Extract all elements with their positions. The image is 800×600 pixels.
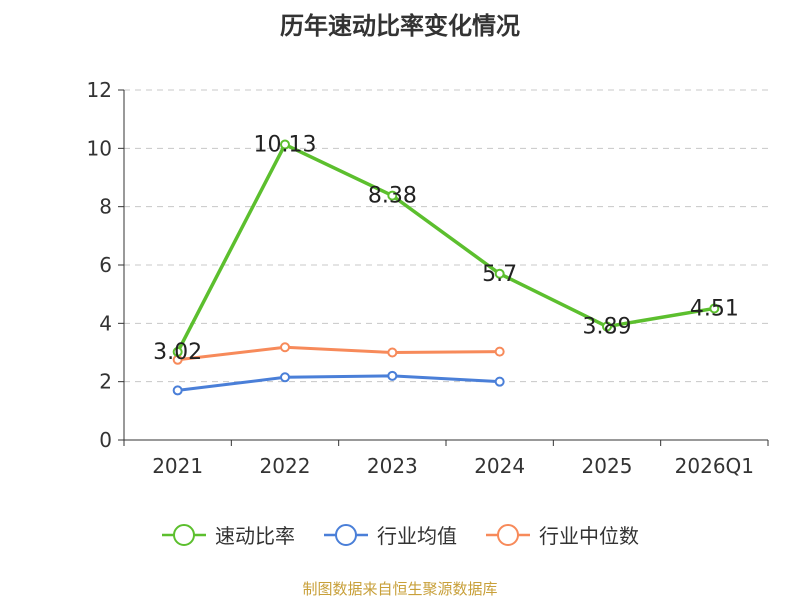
- y-tick-label: 8: [99, 195, 112, 219]
- y-tick-label: 10: [87, 136, 112, 160]
- data-point-1: [280, 372, 290, 383]
- x-tick-label: 2025: [582, 454, 633, 478]
- data-point-2: [494, 346, 505, 357]
- y-tick-label: 4: [99, 311, 112, 335]
- y-tick-label: 6: [99, 253, 112, 277]
- data-point-1: [494, 376, 505, 387]
- data-point-1: [387, 370, 398, 381]
- legend-item[interactable]: 速动比率: [161, 520, 295, 549]
- legend-label: 速动比率: [215, 524, 295, 548]
- data-label: 3.02: [153, 340, 202, 365]
- data-point-0: [709, 303, 720, 314]
- x-tick-label: 2026Q1: [675, 454, 754, 478]
- x-tick-label: 2024: [474, 454, 525, 478]
- data-point-0: [602, 321, 612, 332]
- legend-item[interactable]: 行业中位数: [485, 520, 639, 549]
- series-line-0: [176, 142, 715, 353]
- y-tick-label: 0: [99, 428, 112, 452]
- chart-title: 历年速动比率变化情况: [280, 12, 520, 40]
- data-point-0: [387, 190, 398, 201]
- x-tick-label: 2021: [152, 454, 203, 478]
- legend-swatch: [486, 523, 530, 546]
- data-point-0: [172, 346, 183, 357]
- legend-label: 行业中位数: [539, 524, 639, 548]
- legend: 速动比率 行业均值 行业中位数: [0, 520, 800, 549]
- series-line-1: [177, 374, 500, 392]
- data-label: 5.7: [482, 262, 517, 287]
- data-label: 8.38: [368, 184, 417, 209]
- y-tick-label: 12: [87, 78, 112, 102]
- legend-swatch: [162, 523, 206, 546]
- data-label: 4.51: [690, 296, 739, 321]
- x-tick-label: 2023: [367, 454, 418, 478]
- source-note: 制图数据来自恒生聚源数据库: [302, 580, 498, 598]
- series-line-2: [177, 345, 500, 362]
- data-point-0: [494, 268, 505, 279]
- data-label: 10.13: [254, 133, 317, 158]
- data-label: 3.89: [583, 315, 632, 340]
- data-point-2: [387, 347, 398, 358]
- data-point-1: [172, 385, 183, 396]
- x-tick-label: 2022: [260, 454, 311, 478]
- legend-swatch: [324, 523, 368, 546]
- data-point-2: [280, 342, 290, 353]
- legend-item[interactable]: 行业均值: [323, 520, 457, 549]
- y-tick-label: 2: [99, 370, 112, 394]
- legend-label: 行业均值: [377, 524, 457, 548]
- data-point-0: [280, 139, 290, 150]
